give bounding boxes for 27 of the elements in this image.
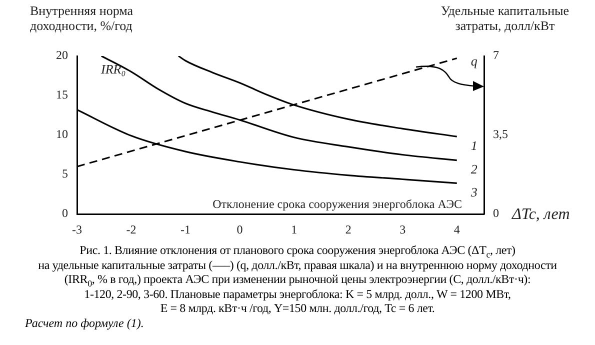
y2-axis-title: Удельные капитальные затраты, долл/кВт (440, 3, 570, 33)
x-tick-label: -3 (72, 222, 82, 236)
x-tick-label: 0 (236, 222, 243, 236)
y-tick-label: 0 (62, 206, 68, 220)
x-tick-label: 2 (345, 222, 352, 236)
y2-tick-label: 3,5 (493, 127, 508, 142)
x-tick-label: 3 (400, 222, 406, 236)
series-label: 1 (470, 138, 478, 153)
text: Расчет по формуле (1). (25, 316, 144, 331)
annotation: IRR₀ (100, 61, 126, 76)
y-tick-label: 5 (62, 166, 68, 181)
y-tick-label: 20 (56, 48, 68, 62)
y-tick-label: 10 (56, 127, 68, 142)
series-label: 2 (470, 162, 478, 177)
series-label: 3 (470, 184, 478, 200)
x-tick-label: 1 (291, 222, 298, 236)
x-tick-label: 4 (454, 222, 460, 236)
y-tick-label: 15 (56, 88, 68, 102)
text: Рис. 1. Влияние отклонения от планового срока сооружения энергоблока АЭС (ΔT$_{c}$, лет) на удельные капитальные затраты (–––) (q, долл./кВт, правая шкала) и на внутреннюю норму доходности (IRR$_{0}$, % в год,) проекта АЭС при изменении рыночной цены электроэнергии (C, долл./кВт·ч): 1-120, 2-90, 3-60. Плановые параметры энергоблока: K = 5 млрд. долл., W = 1200 МВт, E = 8 млрд. кВт·ч /год, Y=150 млн. долл./год, Tc = 6 лет. (38, 243, 557, 315)
y2-tick-label: 7 (493, 48, 499, 62)
x-tick-label: -2 (126, 222, 136, 236)
series-label: q (470, 54, 478, 69)
x-tick-label: -1 (180, 222, 191, 236)
x-axis-title: Отклонение срока сооружения энергоблока АЭС (212, 197, 462, 212)
y2-tick-label: 0 (493, 206, 499, 220)
text: ΔTc, лет (511, 206, 570, 224)
y-axis-title: Внутренняя норма доходности, %/год (30, 3, 134, 33)
